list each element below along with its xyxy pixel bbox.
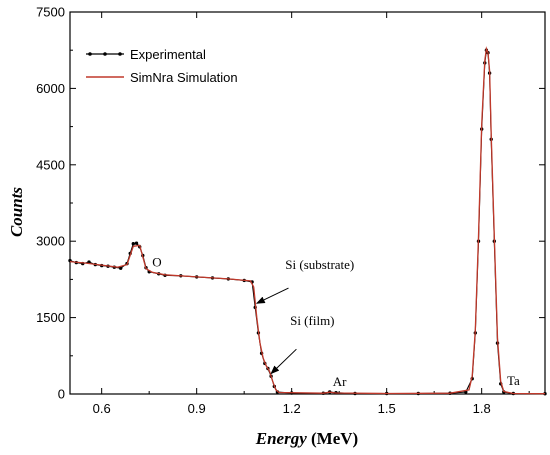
legend-label-experimental: Experimental <box>130 47 206 62</box>
annotation-label: Ar <box>333 374 347 389</box>
legend-label-simnra: SimNra Simulation <box>130 70 238 85</box>
y-tick-label: 4500 <box>36 157 65 172</box>
x-tick-label: 1.5 <box>378 401 396 416</box>
data-point-experimental <box>134 241 139 245</box>
series-layer <box>68 46 547 396</box>
x-tick-label: 1.8 <box>473 401 491 416</box>
annotation-label: Si (film) <box>290 313 334 328</box>
annotation-label: O <box>152 255 161 270</box>
y-tick-label: 3000 <box>36 234 65 249</box>
x-tick-label: 0.9 <box>188 401 206 416</box>
annotation-label: Si (substrate) <box>285 257 354 272</box>
annotation-arrow <box>270 348 297 375</box>
legend-marker-experimental <box>118 52 122 56</box>
x-axis-title-unit: (MeV) <box>307 429 358 448</box>
series-line-experimental <box>69 48 546 395</box>
legend-marker-experimental <box>88 52 92 56</box>
y-tick-label: 6000 <box>36 81 65 96</box>
x-axis-title-main: Energy <box>255 429 307 448</box>
y-tick-label: 1500 <box>36 310 65 325</box>
x-axis-title: Energy (MeV) <box>255 429 358 448</box>
y-tick-label: 0 <box>58 387 65 402</box>
legend: Experimental SimNra Simulation <box>86 47 238 85</box>
y-axis-title: Counts <box>7 187 26 237</box>
data-point-experimental <box>131 242 135 246</box>
y-tick-label: 7500 <box>36 5 65 20</box>
x-tick-label: 1.2 <box>283 401 301 416</box>
series-line-simnra <box>69 46 546 395</box>
data-point-experimental <box>119 266 123 270</box>
annotation-layer: O Si (substrate) Si (film) Ar Ta <box>152 255 520 389</box>
annotation-arrow <box>255 287 289 304</box>
legend-marker-experimental <box>103 52 107 56</box>
x-tick-label: 0.6 <box>93 401 111 416</box>
annotation-label: Ta <box>507 373 520 388</box>
